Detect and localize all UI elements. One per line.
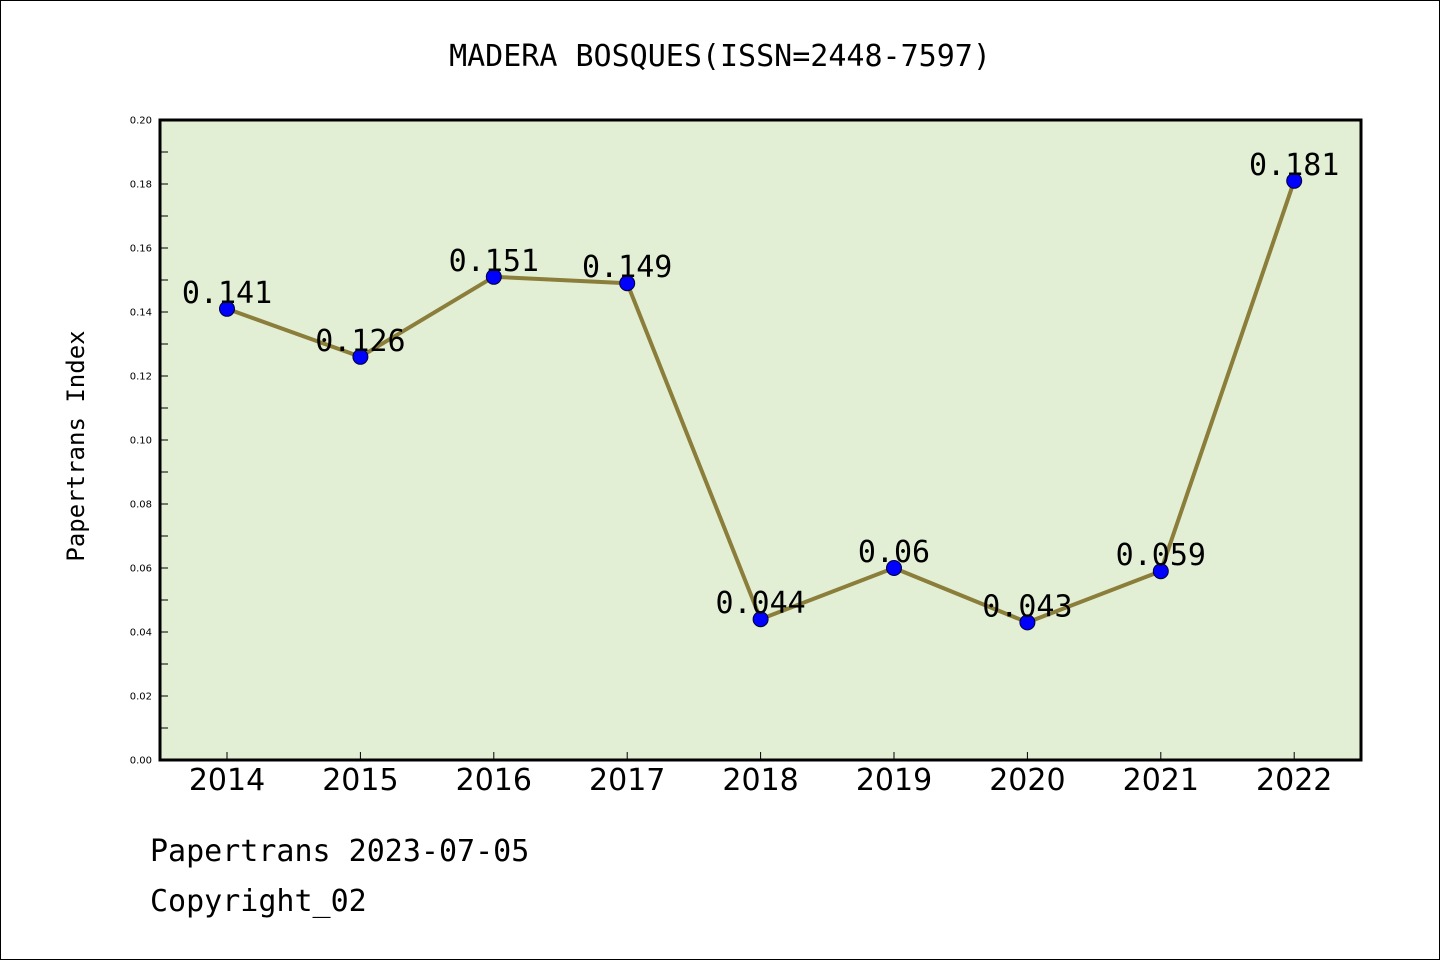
x-tick-label: 2019 xyxy=(856,763,932,798)
data-point xyxy=(619,275,636,292)
data-point xyxy=(485,268,502,285)
data-point xyxy=(1019,614,1036,631)
data-label: 0.06 xyxy=(858,535,930,570)
footer-date-line: Papertrans 2023-07-05 xyxy=(150,834,530,869)
plot-area xyxy=(160,120,1361,760)
y-tick-label: 0.06 xyxy=(130,564,152,575)
data-labels: 0.141 0.126 0.151 0.149 0.044 0.06 0.043 0.059 0… xyxy=(182,148,1340,625)
y-tick-label: 0.18 xyxy=(130,180,152,191)
data-point xyxy=(1286,172,1303,189)
x-tick-label: 2017 xyxy=(589,763,665,798)
data-label: 0.149 xyxy=(582,250,672,285)
x-tick-label: 2020 xyxy=(989,763,1065,798)
plot-border xyxy=(158,118,1363,762)
y-tick-label: 0.00 xyxy=(130,756,152,767)
y-tick-label: 0.08 xyxy=(130,500,152,511)
data-point xyxy=(352,348,369,365)
y-tick-label: 0.20 xyxy=(130,116,152,127)
y-tick-label: 0.12 xyxy=(130,372,152,383)
y-tick-label: 0.04 xyxy=(130,628,152,639)
data-label: 0.043 xyxy=(982,589,1072,624)
y-tick-label: 0.16 xyxy=(130,244,152,255)
y-tick-label: 0.10 xyxy=(130,436,152,447)
data-point xyxy=(1152,563,1169,580)
chart-title: MADERA BOSQUES(ISSN=2448-7597) xyxy=(449,39,991,74)
data-label: 0.151 xyxy=(449,244,539,279)
data-point xyxy=(219,300,235,317)
data-label: 0.044 xyxy=(715,586,805,621)
x-tick-label: 2021 xyxy=(1123,763,1199,798)
data-point xyxy=(886,560,902,576)
data-label: 0.141 xyxy=(182,276,272,311)
data-label: 0.126 xyxy=(315,324,405,359)
x-tick-label: 2016 xyxy=(456,763,532,798)
x-tick-label: 2015 xyxy=(322,763,398,798)
footer-copyright: Copyright_02 xyxy=(150,884,367,919)
data-label: 0.181 xyxy=(1249,148,1339,183)
x-tick-label: 2022 xyxy=(1256,763,1332,798)
data-point xyxy=(752,611,769,628)
axis-ticks: 0.00 0.02 0.04 0.06 0.08 0.10 0.12 0.14 0.16 0.18… xyxy=(130,116,1333,799)
x-tick-label: 2018 xyxy=(722,763,798,798)
data-markers xyxy=(219,172,1303,631)
y-tick-label: 0.14 xyxy=(130,308,152,319)
x-tick-label: 2014 xyxy=(189,763,265,798)
y-tick-label: 0.02 xyxy=(130,692,152,703)
y-axis-label: Papertrans Index xyxy=(62,330,90,561)
data-label: 0.059 xyxy=(1116,538,1206,573)
